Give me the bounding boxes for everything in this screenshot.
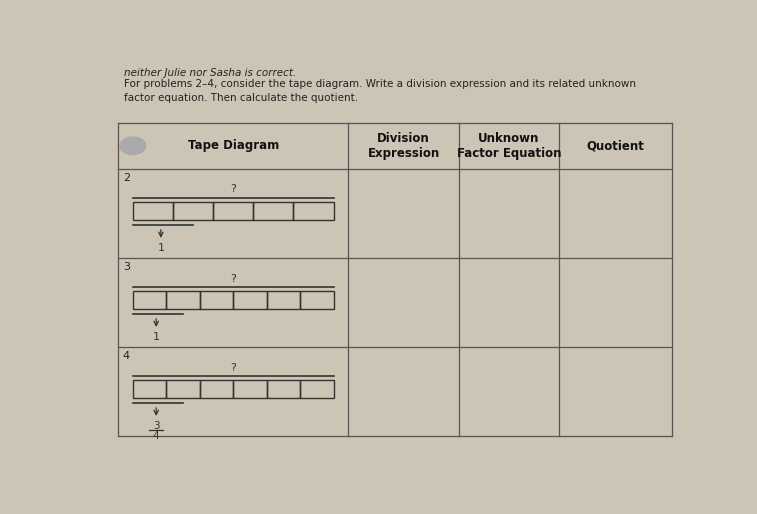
Text: 1: 1: [157, 243, 164, 253]
Text: 4: 4: [153, 431, 160, 440]
Text: Unknown
Factor Equation: Unknown Factor Equation: [456, 132, 561, 160]
Text: Tape Diagram: Tape Diagram: [188, 139, 279, 152]
Circle shape: [120, 137, 145, 155]
Text: Division
Expression: Division Expression: [367, 132, 440, 160]
Bar: [300, 380, 334, 398]
Text: 1: 1: [153, 332, 160, 342]
Bar: [213, 203, 253, 220]
Text: ?: ?: [230, 273, 236, 284]
Bar: [173, 203, 213, 220]
Bar: [200, 291, 233, 309]
Text: neither Julie nor Sasha is correct.: neither Julie nor Sasha is correct.: [124, 68, 296, 78]
Bar: [167, 380, 200, 398]
Bar: [132, 380, 167, 398]
Text: ?: ?: [230, 185, 236, 194]
Bar: [132, 203, 173, 220]
Text: Quotient: Quotient: [587, 139, 645, 152]
Bar: [294, 203, 334, 220]
Bar: [266, 380, 300, 398]
Text: 3: 3: [153, 421, 160, 431]
Text: 3: 3: [123, 262, 129, 272]
Text: ?: ?: [230, 362, 236, 373]
Text: For problems 2–4, consider the tape diagram. Write a division expression and its: For problems 2–4, consider the tape diag…: [124, 80, 636, 103]
Bar: [200, 380, 233, 398]
Bar: [253, 203, 294, 220]
Bar: [132, 291, 167, 309]
Bar: [300, 291, 334, 309]
Bar: [167, 291, 200, 309]
Bar: [233, 380, 266, 398]
Text: 2: 2: [123, 173, 130, 183]
Text: 4: 4: [123, 352, 130, 361]
Bar: [233, 291, 266, 309]
Bar: [266, 291, 300, 309]
